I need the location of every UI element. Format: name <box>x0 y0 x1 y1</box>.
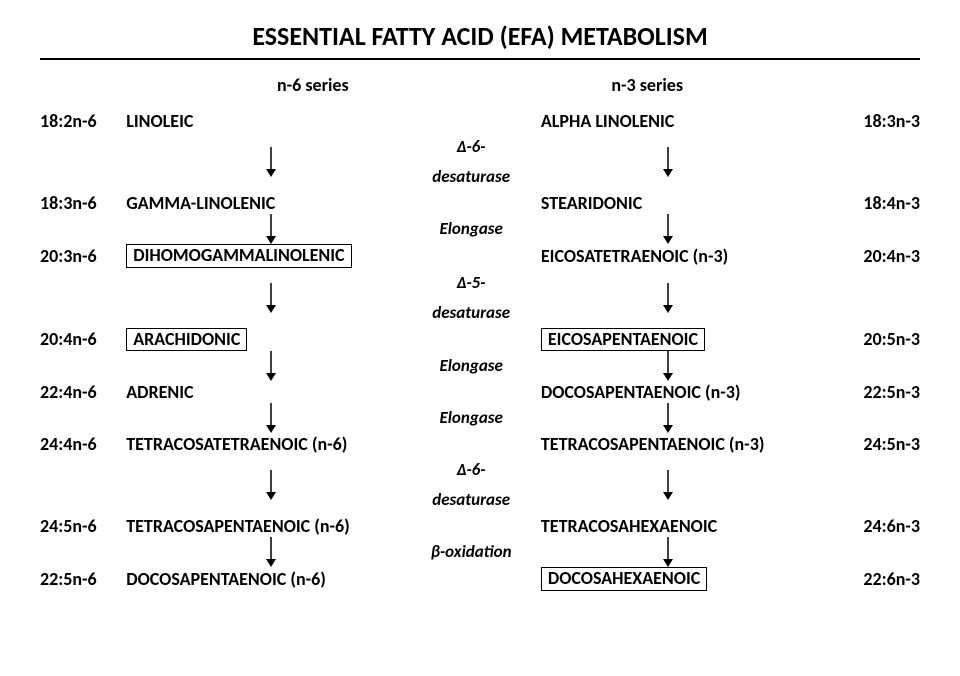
enzyme-label: Elongase <box>439 355 502 376</box>
right-id: 22:6n-3 <box>834 567 920 591</box>
right-name: TETRACOSAPENTAENOIC (n-3) <box>523 433 834 455</box>
left-name: LINOLEIC <box>126 110 419 132</box>
enzyme-row: Elongase <box>40 403 920 433</box>
right-id: 18:4n-3 <box>834 192 920 214</box>
left-id: 22:4n-6 <box>40 381 126 403</box>
pathway-row: 22:4n-6ADRENIC DOCOSAPENTAENOIC (n-3)22:5… <box>40 381 920 403</box>
right-name: EICOSATETRAENOIC (n-3) <box>523 244 834 268</box>
right-name: DOCOSAHEXAENOIC <box>523 567 834 591</box>
enzyme-label: Elongase <box>439 407 502 428</box>
left-id: 18:2n-6 <box>40 110 126 132</box>
left-id: 20:3n-6 <box>40 244 126 268</box>
enzyme-row: Δ-6-desaturase <box>40 455 920 515</box>
arrow-down-icon <box>663 470 673 500</box>
arrow-down-icon <box>266 283 276 313</box>
arrow-down-icon <box>663 537 673 567</box>
arrow-down-icon <box>663 403 673 433</box>
left-name: GAMMA-LINOLENIC <box>126 192 419 214</box>
pathway-row: 24:4n-6TETRACOSATETRAENOIC (n-6) TETRACOS… <box>40 433 920 455</box>
enzyme-label: Elongase <box>439 218 502 239</box>
left-id: 24:5n-6 <box>40 515 126 537</box>
arrow-down-icon <box>663 283 673 313</box>
pathway-row: 24:5n-6TETRACOSAPENTAENOIC (n-6) TETRACOS… <box>40 515 920 537</box>
left-id: 24:4n-6 <box>40 433 126 455</box>
left-name: DOCOSAPENTAENOIC (n-6) <box>126 567 419 591</box>
arrow-down-icon <box>266 351 276 381</box>
right-id: 24:6n-3 <box>834 515 920 537</box>
right-id: 20:5n-3 <box>834 328 920 352</box>
left-id: 20:4n-6 <box>40 328 126 352</box>
right-id: 20:4n-3 <box>834 244 920 268</box>
pathway-row: 20:4n-6ARACHIDONIC EICOSAPENTAENOIC20:5n-… <box>40 328 920 352</box>
left-id: 22:5n-6 <box>40 567 126 591</box>
pathway-row: 22:5n-6DOCOSAPENTAENOIC (n-6) DOCOSAHEXAE… <box>40 567 920 591</box>
pathway-row: 20:3n-6DIHOMOGAMMALINOLENIC EICOSATETRAEN… <box>40 244 920 268</box>
title-rule <box>40 58 920 60</box>
arrow-down-icon <box>266 470 276 500</box>
right-name: DOCOSAPENTAENOIC (n-3) <box>523 381 834 403</box>
series-header: n-6 series n-3 series <box>40 74 920 96</box>
left-name: TETRACOSATETRAENOIC (n-6) <box>126 433 419 455</box>
right-name: STEARIDONIC <box>523 192 834 214</box>
right-name: ALPHA LINOLENIC <box>523 110 834 132</box>
series-right-label: n-3 series <box>480 74 814 96</box>
enzyme-label: Δ-6-desaturase <box>432 459 510 510</box>
left-name: DIHOMOGAMMALINOLENIC <box>126 244 419 268</box>
enzyme-label: Δ-6-desaturase <box>432 136 510 187</box>
pathway-row: 18:3n-6GAMMA-LINOLENIC STEARIDONIC18:4n-3 <box>40 192 920 214</box>
enzyme-row: Δ-5-desaturase <box>40 268 920 328</box>
left-name: ADRENIC <box>126 381 419 403</box>
left-id: 18:3n-6 <box>40 192 126 214</box>
right-id: 18:3n-3 <box>834 110 920 132</box>
left-name: TETRACOSAPENTAENOIC (n-6) <box>126 515 419 537</box>
right-id: 24:5n-3 <box>834 433 920 455</box>
arrow-down-icon <box>663 214 673 244</box>
enzyme-row: Elongase <box>40 214 920 244</box>
pathway-row: 18:2n-6LINOLEIC ALPHA LINOLENIC18:3n-3 <box>40 110 920 132</box>
arrow-down-icon <box>266 403 276 433</box>
enzyme-row: Δ-6-desaturase <box>40 132 920 192</box>
right-name: EICOSAPENTAENOIC <box>523 328 834 352</box>
pathway-table: 18:2n-6LINOLEIC ALPHA LINOLENIC18:3n-3 Δ-… <box>40 110 920 591</box>
arrow-down-icon <box>266 537 276 567</box>
arrow-down-icon <box>266 147 276 177</box>
series-left-label: n-6 series <box>146 74 480 96</box>
left-name: ARACHIDONIC <box>126 328 419 352</box>
enzyme-row: Elongase <box>40 351 920 381</box>
page-title: ESSENTIAL FATTY ACID (EFA) METABOLISM <box>40 20 920 52</box>
arrow-down-icon <box>663 147 673 177</box>
right-id: 22:5n-3 <box>834 381 920 403</box>
enzyme-label: Δ-5-desaturase <box>432 272 510 323</box>
arrow-down-icon <box>663 351 673 381</box>
enzyme-label: β-oxidation <box>431 541 512 562</box>
enzyme-row: β-oxidation <box>40 537 920 567</box>
arrow-down-icon <box>266 214 276 244</box>
right-name: TETRACOSAHEXAENOIC <box>523 515 834 537</box>
